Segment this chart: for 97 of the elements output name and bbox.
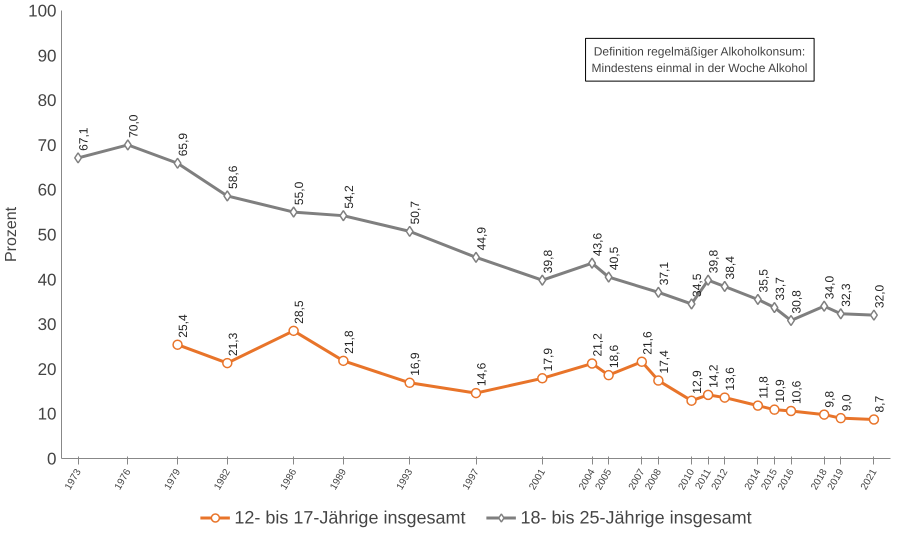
data-label: 21,8	[342, 330, 356, 354]
data-label: 9,0	[839, 394, 854, 412]
data-label: 21,6	[640, 331, 654, 355]
point	[818, 409, 830, 420]
data-label: 16,9	[408, 352, 422, 376]
point	[786, 406, 796, 416]
data-label: 67,1	[76, 127, 91, 151]
point	[290, 206, 298, 218]
point	[770, 302, 779, 314]
y-tick-label: 90	[38, 46, 57, 66]
data-label: 37,1	[656, 262, 671, 286]
point	[868, 414, 880, 425]
y-tick-label: 80	[38, 91, 57, 110]
data-label: 33,7	[772, 276, 787, 301]
annotation: Definition regelmäßiger Alkoholkonsum: Mindestens einmal in der Woche Alkohol	[592, 44, 808, 76]
point	[870, 309, 878, 321]
y-axis-title: Prozent	[3, 206, 20, 262]
point	[836, 308, 845, 320]
data-label: 12,9	[690, 370, 704, 394]
y-tick-label: 10	[38, 404, 57, 424]
point	[538, 274, 546, 286]
data-label: 39,8	[706, 250, 721, 274]
data-label: 11,8	[756, 376, 770, 399]
point	[586, 358, 598, 369]
data-label: 14,2	[706, 364, 721, 388]
point	[704, 274, 712, 286]
point	[74, 152, 82, 164]
data-label: 17,4	[656, 350, 671, 374]
point	[654, 286, 662, 298]
data-label: 10,6	[790, 380, 804, 404]
point	[702, 390, 714, 400]
data-label: 70,0	[126, 114, 140, 138]
data-label: 39,8	[540, 250, 555, 274]
point	[124, 139, 132, 151]
point	[686, 395, 697, 406]
y-tick-label: 50	[38, 226, 57, 244]
data-label: 32,3	[839, 283, 854, 307]
y-tick-label: 40	[38, 270, 57, 290]
data-label: 55,0	[292, 181, 306, 206]
point	[754, 294, 762, 306]
y-tick-label: 70	[38, 136, 57, 155]
point	[636, 356, 648, 367]
point	[687, 298, 696, 310]
y-tick-label: 60	[38, 180, 57, 200]
point	[836, 412, 846, 424]
data-label: 13,6	[723, 366, 738, 391]
point	[603, 370, 614, 380]
data-label: 25,4	[176, 314, 190, 338]
point	[537, 373, 548, 384]
point	[769, 404, 780, 415]
data-label: 28,5	[292, 300, 306, 324]
point	[720, 280, 729, 292]
data-label: 17,9	[540, 348, 555, 372]
y-tick-label: 20	[38, 360, 57, 379]
data-label: 44,9	[474, 226, 488, 250]
point	[653, 375, 664, 386]
data-label: 9,8	[822, 390, 837, 408]
point	[173, 158, 182, 170]
point	[223, 190, 232, 202]
y-tick-label: 30	[38, 315, 57, 334]
data-label: 30,8	[790, 290, 804, 314]
point	[786, 314, 796, 326]
data-label: 38,4	[723, 256, 738, 280]
data-label: 32,0	[872, 284, 886, 308]
point	[404, 378, 415, 388]
point	[338, 356, 349, 366]
y-tick-label: 0	[47, 450, 57, 468]
point	[222, 358, 233, 368]
data-label: 10,9	[772, 378, 787, 403]
point	[339, 210, 348, 222]
data-label: 40,5	[607, 246, 622, 270]
data-label: 58,6	[226, 165, 240, 189]
point	[588, 257, 596, 269]
data-label: 54,2	[342, 185, 356, 209]
data-label: 43,6	[590, 232, 605, 256]
data-label: 34,0	[822, 276, 837, 300]
legend-label: 12- bis 17-Jährige insgesamt	[234, 507, 466, 528]
point	[752, 400, 764, 411]
legend-label: 18- bis 25-Jährige insgesamt	[520, 507, 752, 528]
point	[719, 392, 730, 403]
point	[288, 326, 299, 336]
data-label: 8,7	[872, 396, 886, 413]
data-label: 50,7	[408, 200, 422, 224]
data-label: 34,5	[690, 273, 704, 297]
data-label: 21,2	[590, 332, 605, 357]
point	[172, 339, 183, 350]
data-label: 14,6	[474, 362, 488, 386]
point	[406, 226, 414, 238]
data-label: 35,5	[756, 268, 770, 292]
data-label: 65,9	[176, 132, 190, 156]
data-label: 18,6	[607, 344, 622, 368]
point	[472, 252, 480, 264]
point	[470, 388, 482, 398]
point	[820, 300, 828, 312]
data-label: 21,3	[226, 332, 240, 356]
point	[604, 271, 613, 283]
y-tick-label: 100	[28, 2, 57, 20]
